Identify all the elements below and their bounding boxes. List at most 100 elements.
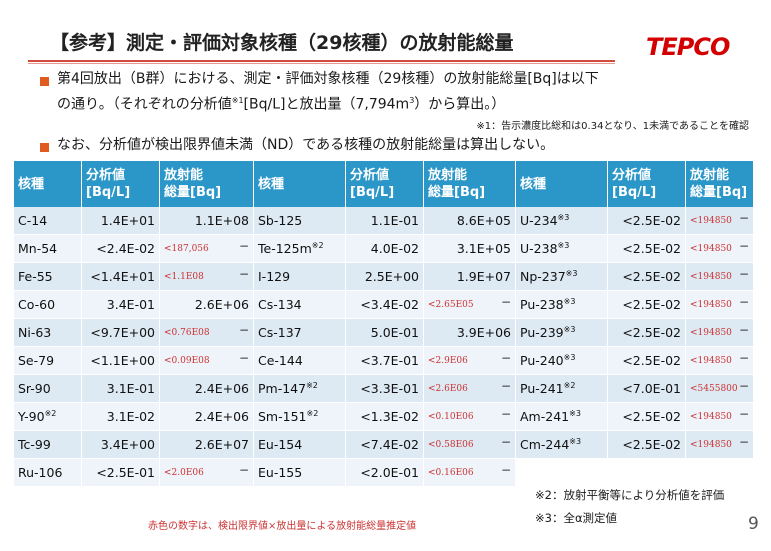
nuclide-name: Ru-106 — [14, 459, 82, 487]
analysis-value: <2.5E-02 — [608, 263, 686, 291]
nuclide-name: Pu-238※3 — [516, 291, 608, 319]
total-radioactivity: 8.6E+05 — [424, 207, 516, 235]
table-row: Co-60 3.4E-01 2.6E+06 Cs-134 <3.4E-02 <2.65E0… — [14, 291, 754, 319]
estimated-total-red: <0.58E06− — [424, 431, 516, 459]
estimated-total-red: <194850− — [686, 263, 754, 291]
column-header: 核種 — [254, 161, 346, 207]
footnote-1: ※1：告示濃度比総和は0.34となり、1未満であることを確認 — [476, 121, 749, 132]
analysis-value: <2.5E-02 — [608, 235, 686, 263]
analysis-value — [608, 459, 686, 487]
estimated-total-red: <1.1E08− — [160, 263, 254, 291]
table-row: Ru-106 <2.5E-01 <2.0E06− Eu-155 <2.0E-01 <0.1… — [14, 459, 754, 487]
column-header: 放射能 総量[Bq] — [424, 161, 516, 207]
tepco-logo: TEPCO — [646, 33, 730, 61]
estimated-total-red: <194850− — [686, 403, 754, 431]
bullet-square-icon — [40, 143, 49, 152]
nuclide-name: Mn-54 — [14, 235, 82, 263]
analysis-value: <3.7E-01 — [346, 347, 424, 375]
nuclide-name: Sb-125 — [254, 207, 346, 235]
nuclide-name: Eu-155 — [254, 459, 346, 487]
nuclide-name: Np-237※3 — [516, 263, 608, 291]
dash-mark: − — [738, 351, 749, 365]
analysis-value: <1.4E+01 — [82, 263, 160, 291]
page-number: 9 — [748, 514, 759, 534]
analysis-value: <2.5E-02 — [608, 347, 686, 375]
dash-mark: − — [238, 463, 249, 477]
dash-mark: − — [738, 267, 749, 281]
total-radioactivity: 1.9E+07 — [424, 263, 516, 291]
table-row: Mn-54 <2.4E-02 <187,056− Te-125m※2 4.0E-02 3.… — [14, 235, 754, 263]
dash-mark: − — [738, 407, 749, 421]
analysis-value: <9.7E+00 — [82, 319, 160, 347]
table-row: Ni-63 <9.7E+00 <0.76E08− Cs-137 5.0E-01 3.9E+… — [14, 319, 754, 347]
table-row: Y-90※2 3.1E-02 2.4E+06 Sm-151※2 <1.3E-02 <0.1… — [14, 403, 754, 431]
nuclide-name: Sm-151※2 — [254, 403, 346, 431]
total-radioactivity: 2.6E+06 — [160, 291, 254, 319]
nuclide-name: Pu-240※3 — [516, 347, 608, 375]
analysis-value: <1.1E+00 — [82, 347, 160, 375]
nuclide-name: Pu-241※2 — [516, 375, 608, 403]
column-header: 放射能 総量[Bq] — [160, 161, 254, 207]
analysis-value: <2.0E-01 — [346, 459, 424, 487]
nuclide-name: Ce-144 — [254, 347, 346, 375]
column-header: 分析値 [Bq/L] — [608, 161, 686, 207]
analysis-value: <7.4E-02 — [346, 431, 424, 459]
nuclide-name: C-14 — [14, 207, 82, 235]
column-header: 分析値 [Bq/L] — [346, 161, 424, 207]
estimated-total-red: <194850− — [686, 319, 754, 347]
total-radioactivity: 3.1E+05 — [424, 235, 516, 263]
analysis-value: 2.5E+00 — [346, 263, 424, 291]
column-header: 核種 — [516, 161, 608, 207]
estimated-total-red: <0.09E08− — [160, 347, 254, 375]
bullet-1-line-1: 第4回放出（B群）における、測定・評価対象核種（29核種）の放射能総量[Bq]は… — [57, 71, 599, 87]
nuclide-name: Cs-137 — [254, 319, 346, 347]
footnote-2: ※2：放射平衡等により分析値を評価 — [535, 488, 725, 502]
total-radioactivity: 1.1E+08 — [160, 207, 254, 235]
estimated-total-red: <2.9E06− — [424, 347, 516, 375]
nuclide-name: U-234※3 — [516, 207, 608, 235]
analysis-value: <2.4E-02 — [82, 235, 160, 263]
analysis-value: <3.3E-01 — [346, 375, 424, 403]
dash-mark: − — [738, 295, 749, 309]
estimated-total-red: <2.0E06− — [160, 459, 254, 487]
nuclide-name: Cs-134 — [254, 291, 346, 319]
footnote-3: ※3：全α測定値 — [535, 511, 618, 525]
total-radioactivity: 2.4E+06 — [160, 403, 254, 431]
total-radioactivity: 3.9E+06 — [424, 319, 516, 347]
page-title: 【参考】測定・評価対象核種（29核種）の放射能総量 — [50, 32, 514, 54]
nuclide-name: Pm-147※2 — [254, 375, 346, 403]
table-row: Se-79 <1.1E+00 <0.09E08− Ce-144 <3.7E-01 <2.9… — [14, 347, 754, 375]
nuclide-name: Sr-90 — [14, 375, 82, 403]
nuclide-name: Co-60 — [14, 291, 82, 319]
estimated-total-red: <0.10E06− — [424, 403, 516, 431]
nuclide-name: Se-79 — [14, 347, 82, 375]
title-underline-thin — [28, 63, 615, 64]
analysis-value: 3.4E+00 — [82, 431, 160, 459]
table-row: C-14 1.4E+01 1.1E+08 Sb-125 1.1E-01 8.6E+05 U-… — [14, 207, 754, 235]
red-value-note: 赤色の数字は、検出限界値×放出量による放射能総量推定値 — [148, 521, 417, 532]
total-radioactivity: 2.4E+06 — [160, 375, 254, 403]
estimated-total-red: <194850− — [686, 347, 754, 375]
dash-mark: − — [238, 239, 249, 253]
analysis-value: 1.1E-01 — [346, 207, 424, 235]
bullet-2-text: なお、分析値が検出限界値未満（ND）である核種の放射能総量は算出しない。 — [57, 137, 555, 153]
nuclide-name: Te-125m※2 — [254, 235, 346, 263]
bullet-1-line-2: の通り。（それぞれの分析値※1[Bq/L]と放出量（7,794m3）から算出。） — [57, 96, 506, 113]
nuclide-name: Tc-99 — [14, 431, 82, 459]
title-underline — [28, 60, 615, 62]
dash-mark: − — [500, 295, 511, 309]
dash-mark: − — [238, 323, 249, 337]
analysis-value: <2.5E-02 — [608, 319, 686, 347]
dash-mark: − — [500, 407, 511, 421]
estimated-total-red: <2.65E05− — [424, 291, 516, 319]
analysis-value: 1.4E+01 — [82, 207, 160, 235]
nuclide-name: Fe-55 — [14, 263, 82, 291]
dash-mark: − — [738, 323, 749, 337]
nuclide-name: Eu-154 — [254, 431, 346, 459]
analysis-value: <2.5E-02 — [608, 403, 686, 431]
dash-mark: − — [738, 211, 749, 225]
estimated-total-red: <194850− — [686, 235, 754, 263]
nuclide-name: Cm-244※3 — [516, 431, 608, 459]
dash-mark: − — [738, 379, 749, 393]
dash-mark: − — [738, 239, 749, 253]
